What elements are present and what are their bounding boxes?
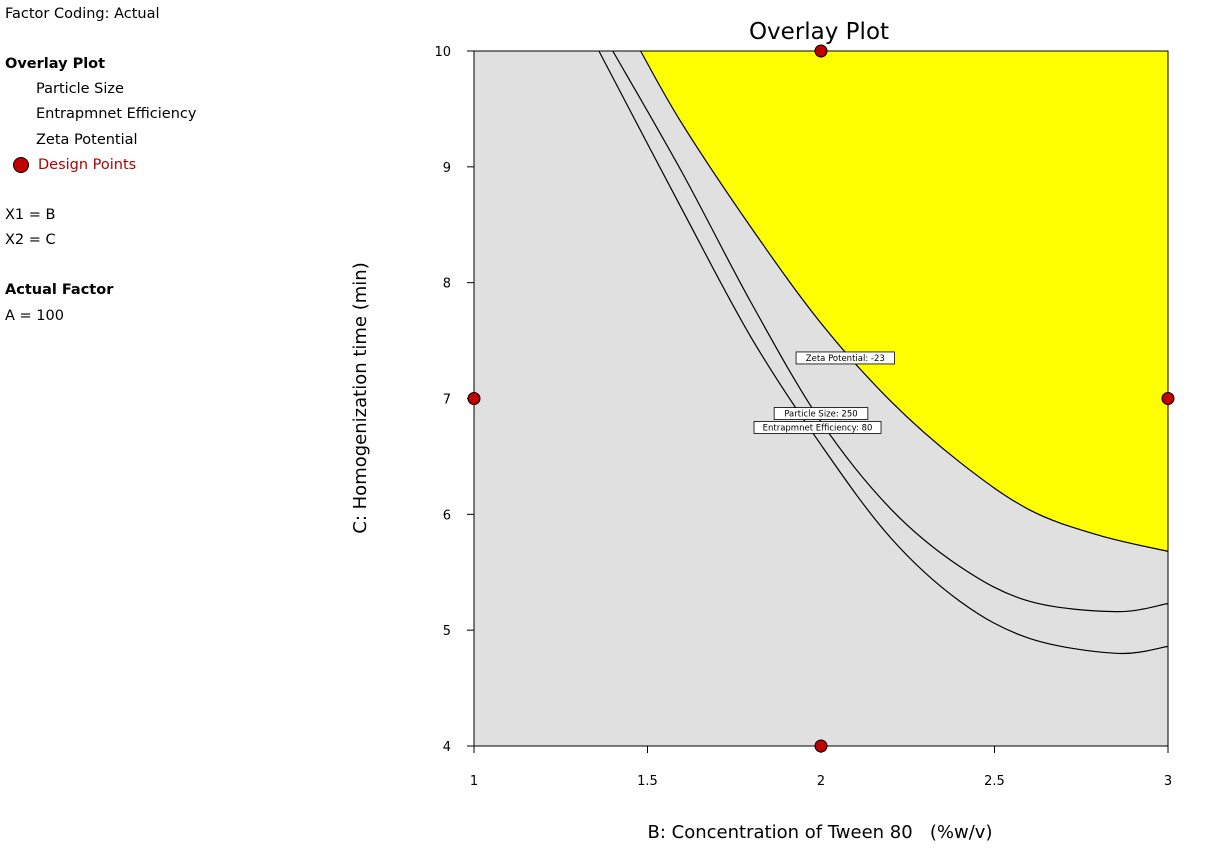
legend-item-particle-size: Particle Size	[36, 81, 124, 97]
y-tick-label: 10	[434, 45, 451, 60]
design-points	[467, 44, 1175, 753]
contour-lines	[598, 50, 1169, 655]
x-tick-label: 2	[817, 774, 825, 789]
contour-label: Zeta Potential: -23	[795, 351, 895, 365]
x-tick-label: 2.5	[984, 774, 1005, 789]
legend-item-zeta-potential: Zeta Potential	[36, 132, 138, 148]
x-axis-title: B: Concentration of Tween 80 (%w/v)	[648, 822, 993, 843]
contour-label-box	[795, 351, 895, 365]
actual-factor-heading: Actual Factor	[5, 282, 114, 298]
contour-label-box	[773, 407, 869, 420]
x-tick-label: 1.5	[637, 774, 658, 789]
x-tick-label: 1	[470, 774, 478, 789]
plot-area	[473, 50, 1169, 747]
y-tick-label: 8	[443, 277, 451, 292]
contour-label-text: Particle Size: 250	[784, 410, 857, 420]
contour-label-text: Entrapmnet Efficiency: 80	[763, 423, 873, 433]
feasible-region	[640, 51, 1168, 552]
x2-mapping: X2 = C	[5, 232, 56, 248]
contour-label-text: Zeta Potential: -23	[806, 354, 885, 364]
chart-title: Overlay Plot	[749, 19, 889, 45]
contour-label: Entrapmnet Efficiency: 80	[753, 421, 882, 434]
design-point	[814, 739, 828, 753]
y-axis-title: C: Homogenization time (min)	[350, 262, 371, 533]
design-point	[467, 392, 481, 405]
design-point	[1161, 392, 1175, 405]
factor-coding-text: Factor Coding: Actual	[5, 6, 160, 22]
x1-mapping: X1 = B	[5, 207, 56, 223]
y-tick-label: 9	[443, 161, 451, 176]
contour-label: Particle Size: 250	[773, 407, 869, 420]
design-point	[814, 44, 828, 58]
contour-line-particle-size	[612, 50, 1169, 613]
legend-item-entrapment-efficiency: Entrapmnet Efficiency	[36, 106, 197, 122]
actual-factor-value: A = 100	[5, 308, 64, 324]
y-tick-label: 7	[443, 393, 451, 408]
contour-labels: Zeta Potential: -23 Particle Size: 250 Ent…	[753, 351, 895, 434]
y-tick-label: 4	[443, 740, 451, 755]
legend-item-design-points: Design Points	[38, 157, 137, 173]
x-tick-label: 3	[1164, 774, 1172, 789]
contour-line-zeta-potential	[640, 50, 1169, 552]
y-tick-label: 5	[443, 624, 451, 639]
contour-line-entrapmnet-efficiency	[598, 50, 1169, 655]
y-tick-label: 6	[443, 508, 451, 523]
contour-label-box	[753, 421, 882, 434]
overlay-plot-heading: Overlay Plot	[5, 56, 106, 72]
design-point-legend-icon	[13, 157, 29, 173]
